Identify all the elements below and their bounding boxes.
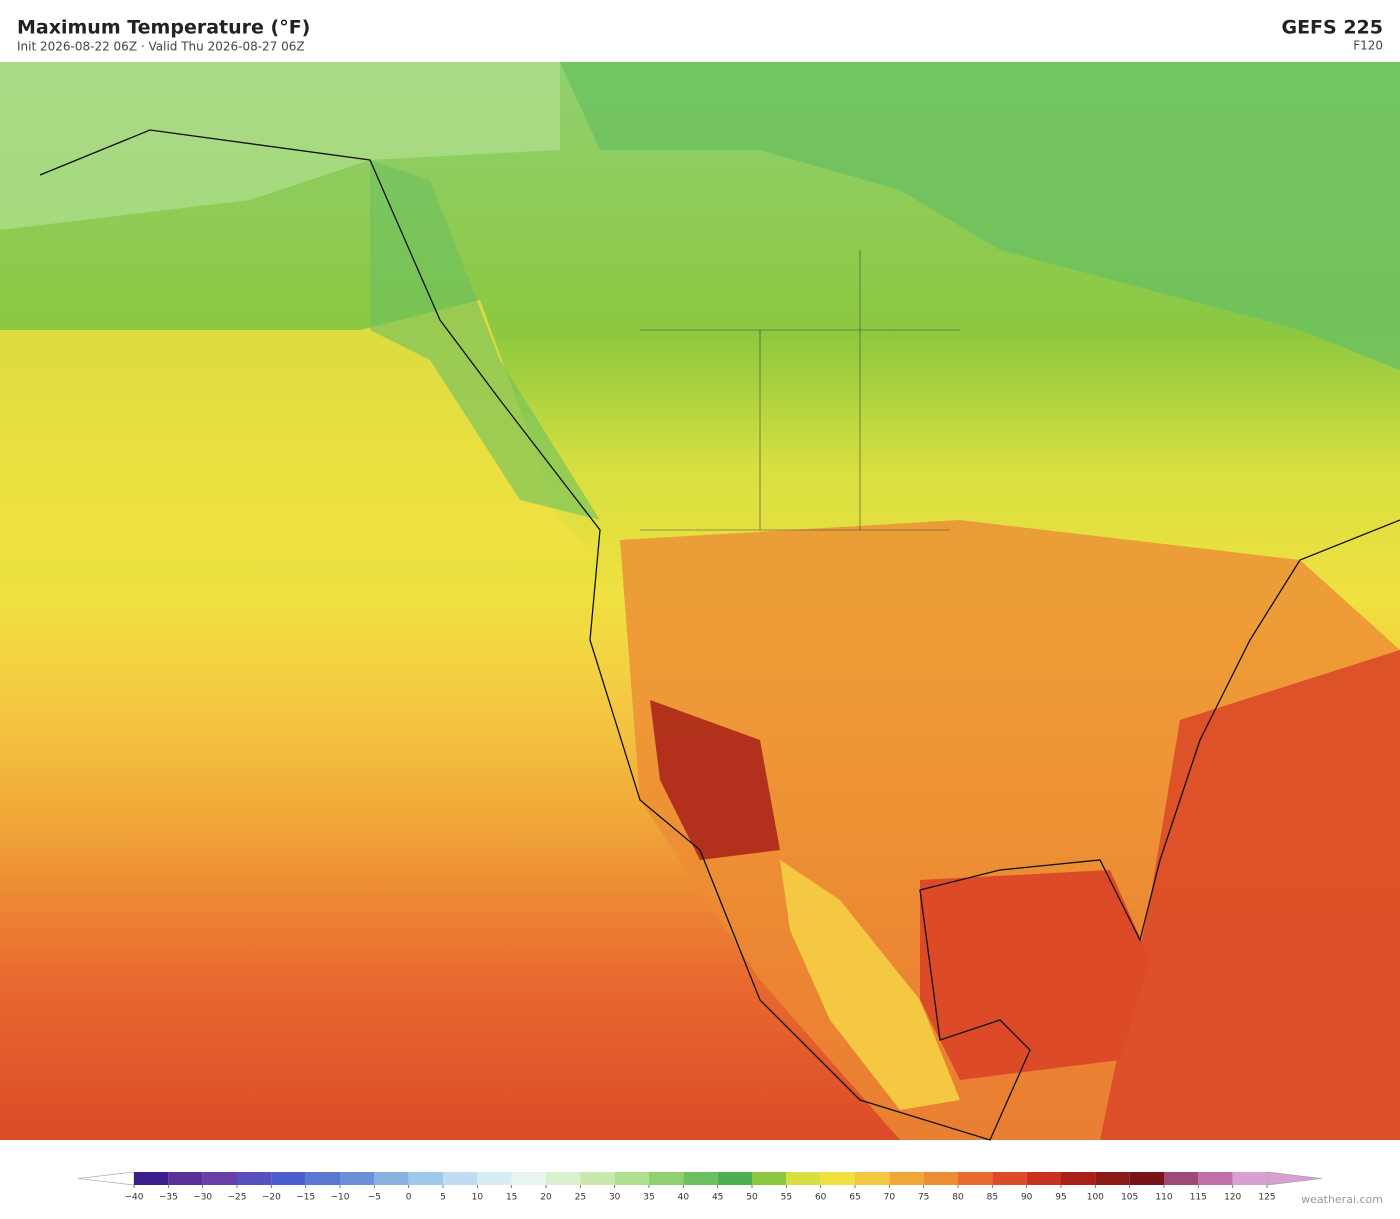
colorbar-tick-label: 120 [1224, 1193, 1241, 1203]
colorbar-bin [614, 1172, 649, 1185]
colorbar-tick-label: 60 [815, 1193, 827, 1203]
colorbar-tick-label: −10 [331, 1193, 350, 1203]
colorbar-bin [1164, 1172, 1199, 1185]
colorbar-bin [134, 1172, 169, 1185]
colorbar-bin [717, 1172, 752, 1185]
coast-range [370, 160, 600, 520]
colorbar-tick-label: 50 [746, 1193, 758, 1203]
colorbar-tick-label: 40 [678, 1193, 690, 1203]
colorbar-tick-label: 90 [1021, 1193, 1033, 1203]
colorbar-bin [1061, 1172, 1096, 1185]
colorbar-tick-label: 25 [575, 1193, 586, 1203]
colorbar-bin [580, 1172, 615, 1185]
colorbar-bin [992, 1172, 1027, 1185]
colorbar-bin [1129, 1172, 1164, 1185]
colorbar-over [1266, 1171, 1323, 1186]
colorbar: −40 −35 −30 −25 −20 −15 −10 −5 0 5 10 15 20 25 30 35 40 4… [77, 1171, 1323, 1203]
colorbar-tick-label: 100 [1087, 1193, 1104, 1203]
north-pacific-region [0, 62, 560, 230]
colorbar-bin [374, 1172, 409, 1185]
colorbar-tick-label: 55 [781, 1193, 792, 1203]
colorbar-bin [237, 1172, 272, 1185]
atlantic-region [1100, 650, 1400, 1140]
colorbar-tick-label: −25 [228, 1193, 247, 1203]
model: GEFS 225 [1281, 17, 1383, 39]
colorbar-tick-label: 35 [643, 1193, 654, 1203]
colorbar-tick-label: 0 [406, 1193, 412, 1203]
colorbar-tick-label: 110 [1155, 1193, 1172, 1203]
colorbar-bin [271, 1172, 306, 1185]
colorbar-bin [752, 1172, 787, 1185]
colorbar-bin [649, 1172, 684, 1185]
colorbar-tick-label: 20 [540, 1193, 552, 1203]
colorbar-tick-label: 80 [952, 1193, 964, 1203]
colorbar-tick-label: 125 [1258, 1193, 1275, 1203]
colorbar-bin [408, 1172, 443, 1185]
desert-hot-region [650, 700, 780, 860]
colorbar-tick-label: 10 [472, 1193, 484, 1203]
colorbar-tick-label: 30 [609, 1193, 621, 1203]
colorbar-bin [855, 1172, 890, 1185]
colorbar-tick-label: 5 [440, 1193, 446, 1203]
colorbar-tick-label: 70 [884, 1193, 896, 1203]
colorbar-bin [923, 1172, 958, 1185]
colorbar-tick-label: −15 [296, 1193, 315, 1203]
subtitle: Init 2026-08-22 06Z · Valid Thu 2026-08-… [17, 40, 305, 54]
colorbar-bin [1095, 1172, 1130, 1185]
colorbar-tick-label: 85 [987, 1193, 998, 1203]
arctic-region [560, 62, 1400, 370]
colorbar-bin [1026, 1172, 1061, 1185]
colorbar-under [77, 1171, 135, 1186]
forecast-hour: F120 [1353, 39, 1383, 53]
colorbar-tick-label: −20 [262, 1193, 281, 1203]
colorbar-tick-label: −40 [125, 1193, 144, 1203]
colorbar-tick-label: 65 [849, 1193, 860, 1203]
colorbar-tick-label: 115 [1190, 1193, 1207, 1203]
colorbar-bin [958, 1172, 993, 1185]
colorbar-bin [443, 1172, 478, 1185]
colorbar-bin [168, 1172, 203, 1185]
colorbar-tick-label: 105 [1121, 1193, 1138, 1203]
colorbar-tick-label: 75 [918, 1193, 929, 1203]
gulf-region [920, 870, 1150, 1080]
map [0, 62, 1400, 1141]
colorbar-bin [477, 1172, 512, 1185]
colorbar-bin [340, 1172, 375, 1185]
colorbar-bin [1232, 1172, 1267, 1185]
credit: weatherai.com [1301, 1193, 1383, 1206]
colorbar-bin [889, 1172, 924, 1185]
colorbar-tick-label: 15 [506, 1193, 517, 1203]
coastline [39, 129, 1400, 1141]
colorbar-tick-label: −30 [193, 1193, 212, 1203]
colorbar-tick-label: 45 [712, 1193, 723, 1203]
colorbar-bin [511, 1172, 546, 1185]
colorbar-bin [683, 1172, 718, 1185]
colorbar-bin [1198, 1172, 1233, 1185]
colorbar-bin [546, 1172, 581, 1185]
colorbar-bin [820, 1172, 855, 1185]
colorbar-bin [305, 1172, 340, 1185]
colorbar-tick-label: −5 [368, 1193, 381, 1203]
title: Maximum Temperature (°F) [17, 17, 310, 39]
colorbar-tick-label: 95 [1055, 1193, 1066, 1203]
mexico-plateau [780, 860, 960, 1110]
colorbar-tick-label: −35 [159, 1193, 178, 1203]
borders [640, 250, 960, 531]
colorbar-bin [202, 1172, 237, 1185]
colorbar-bin [786, 1172, 821, 1185]
